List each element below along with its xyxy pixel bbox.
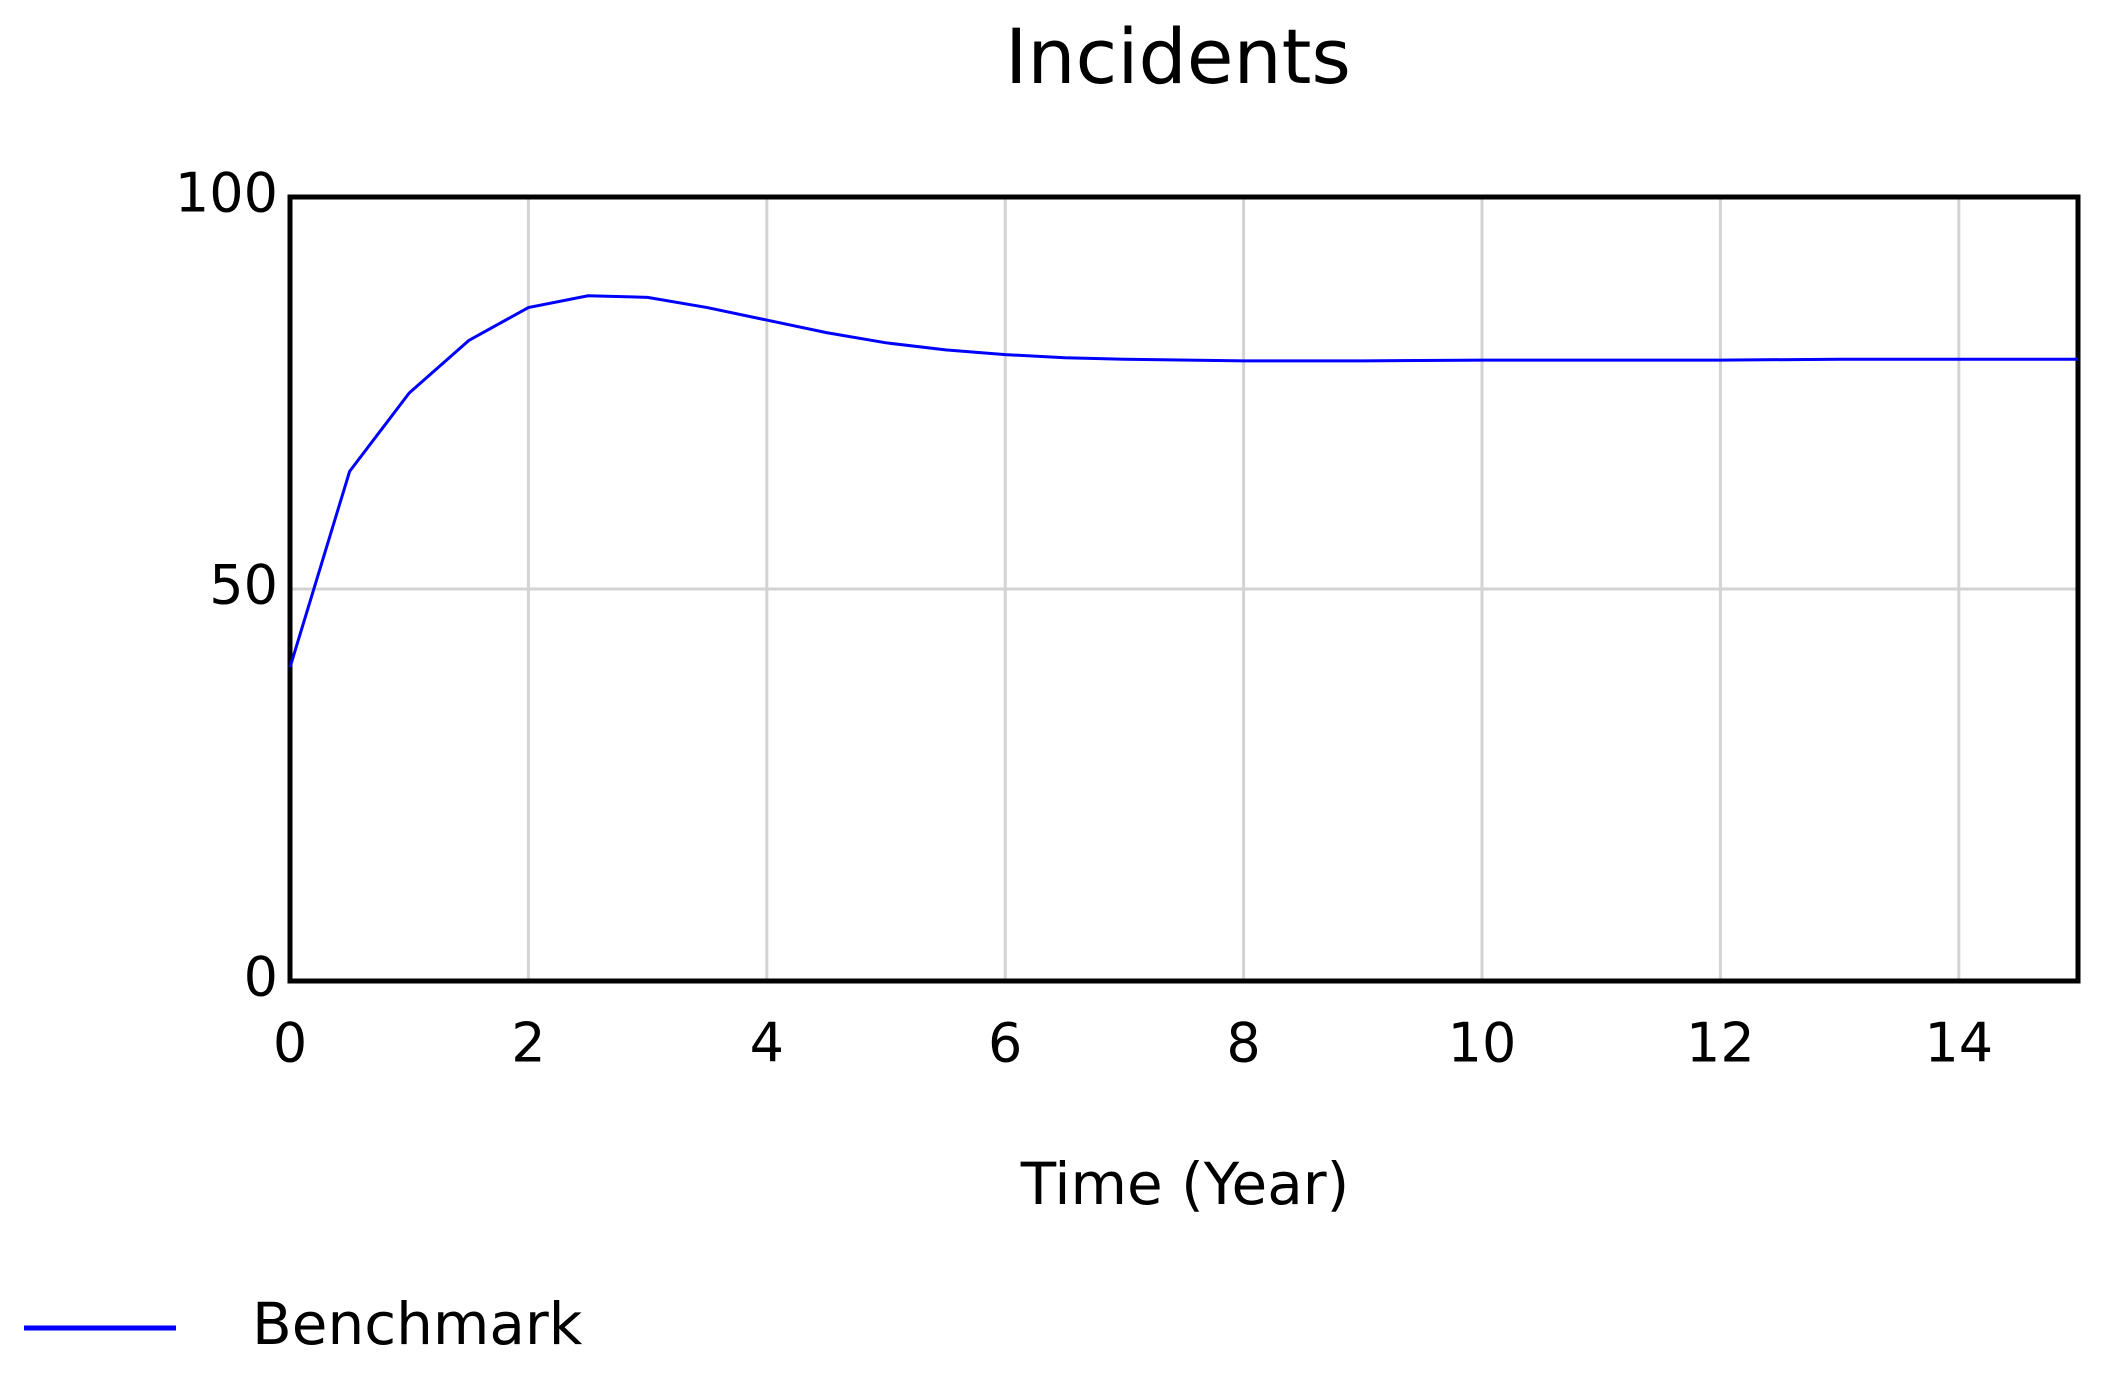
y-tick-label: 100 — [175, 162, 278, 225]
chart-title: Incidents — [1005, 12, 1351, 101]
x-axis-label: Time (Year) — [1020, 1150, 1349, 1218]
x-tick-label: 4 — [750, 1012, 784, 1075]
x-tick-label: 14 — [1924, 1012, 1993, 1075]
line-series — [288, 294, 2078, 668]
x-tick-label: 10 — [1448, 1012, 1517, 1075]
plot-frame — [287, 194, 2081, 984]
x-tick-label: 6 — [988, 1012, 1022, 1075]
legend-text: Benchmark — [252, 1290, 583, 1358]
y-tick-label: 0 — [244, 946, 278, 1009]
y-tick-label: 50 — [209, 554, 278, 617]
x-tick-label: 8 — [1226, 1012, 1260, 1075]
x-tick-label: 2 — [511, 1012, 545, 1075]
x-tick-label: 12 — [1686, 1012, 1755, 1075]
x-tick-label: 0 — [273, 1012, 307, 1075]
